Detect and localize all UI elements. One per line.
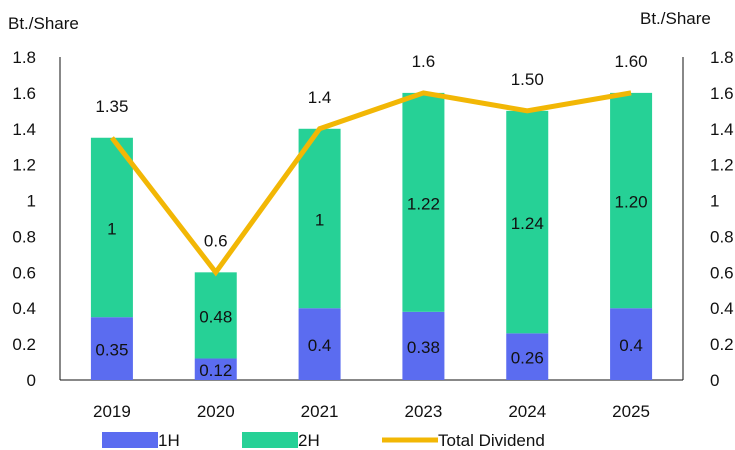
line-label-total-dividend: 1.50 [511,70,544,89]
right-tick-label: 0.6 [710,263,734,282]
bar-label-2h: 1.24 [511,214,544,233]
bar-1h [610,308,653,380]
line-label-total-dividend: 0.6 [204,231,228,250]
left-axis-unit: Bt./Share [8,14,79,33]
bar-label-1h: 0.26 [511,349,544,368]
bar-label-2h: 1.22 [407,194,440,213]
bar-label-2h: 0.48 [199,307,232,326]
right-axis-ticks: 0 0.2 0.4 0.6 0.8 1 1.2 1.4 1.6 1.8 [710,48,734,390]
right-tick-label: 1 [710,192,719,211]
legend-swatch-2h [242,432,298,448]
right-axis-unit: Bt./Share [640,9,711,28]
bar-1h [194,358,237,380]
left-tick-label: 1.8 [12,48,36,67]
right-tick-label: 0.8 [710,227,734,246]
left-tick-label: 0.8 [12,227,36,246]
legend: 1H 2H Total Dividend [102,431,545,450]
bar-series-group [90,92,653,380]
bar-2h [194,272,237,359]
left-tick-label: 0.2 [12,335,36,354]
x-tick-label: 2024 [508,402,546,421]
right-tick-label: 0.2 [710,335,734,354]
bar-2h [90,137,133,318]
right-tick-label: 1.8 [710,48,734,67]
bar-label-2h: 1 [315,211,324,230]
bar-2h [610,92,653,309]
left-tick-label: 0.4 [12,299,36,318]
bar-label-1h: 0.4 [619,336,643,355]
left-tick-label: 1 [27,192,36,211]
legend-swatch-1h [102,432,158,448]
left-tick-label: 1.6 [12,84,36,103]
line-series-group: 1.35 0.6 1.4 1.6 1.50 1.60 [95,52,648,277]
legend-label-total-dividend: Total Dividend [438,431,545,450]
bar-1h [90,317,133,380]
x-tick-label: 2020 [197,402,235,421]
x-tick-label: 2019 [93,402,131,421]
right-tick-label: 1.6 [710,84,734,103]
total-dividend-line [109,90,632,277]
x-axis-ticks: 2019 2020 2021 2023 2024 2025 [93,402,650,421]
bar-label-1h: 0.38 [407,338,440,357]
x-tick-label: 2025 [612,402,650,421]
line-label-total-dividend: 1.60 [615,52,648,71]
bar-label-1h: 0.4 [308,336,332,355]
bar-2h [506,110,549,334]
right-tick-label: 1.2 [710,156,734,175]
left-tick-label: 1.4 [12,120,36,139]
line-label-total-dividend: 1.35 [95,97,128,116]
line-label-total-dividend: 1.4 [308,88,332,107]
legend-label-2h: 2H [298,431,320,450]
bar-label-1h: 0.35 [95,341,128,360]
right-tick-label: 0 [710,371,719,390]
left-tick-label: 1.2 [12,156,36,175]
left-tick-label: 0.6 [12,263,36,282]
legend-label-1h: 1H [158,431,180,450]
left-axis-ticks: 0 0.2 0.4 0.6 0.8 1 1.2 1.4 1.6 1.8 [12,48,36,390]
bar-1h [298,308,341,380]
bar-1h [506,333,549,380]
bar-label-1h: 0.12 [199,361,232,380]
bar-2h [402,92,445,312]
line-label-total-dividend: 1.6 [412,52,436,71]
right-tick-label: 1.4 [710,120,734,139]
bar-label-group: 0.35 0.12 0.4 0.38 0.26 0.4 1 0.48 1 1.22 1.24 1.20 [95,193,647,381]
right-tick-label: 0.4 [710,299,734,318]
bar-label-2h: 1 [107,219,116,238]
bar-2h [298,128,341,309]
bar-1h [402,311,445,380]
x-tick-label: 2023 [405,402,443,421]
x-tick-label: 2021 [301,402,339,421]
left-tick-label: 0 [27,371,36,390]
bar-label-2h: 1.20 [615,193,648,212]
